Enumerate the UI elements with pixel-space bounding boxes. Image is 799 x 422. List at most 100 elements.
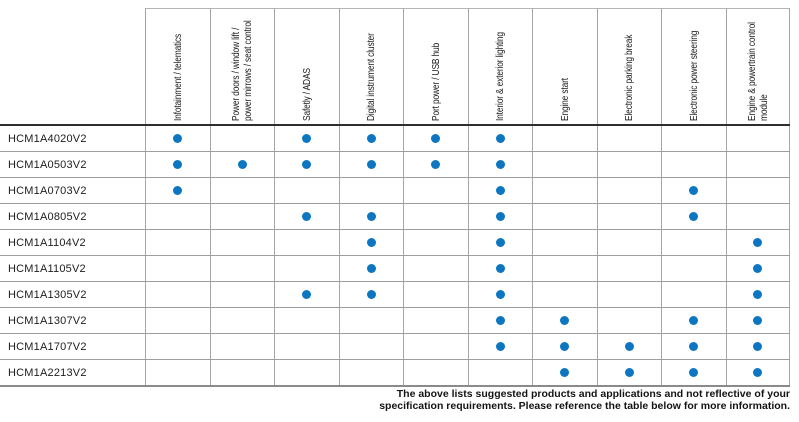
matrix-cell	[725, 308, 790, 333]
application-dot	[173, 186, 183, 195]
matrix-cell	[403, 360, 468, 385]
matrix-cell	[725, 360, 790, 385]
matrix-cell	[532, 334, 597, 359]
application-dot	[366, 212, 376, 221]
table-row: HCM1A1307V2	[0, 308, 790, 334]
column-header-label: Port power / USB hub	[429, 42, 442, 121]
matrix-cell	[467, 334, 533, 359]
matrix-cell	[467, 308, 533, 333]
matrix-cell	[403, 152, 468, 177]
matrix-cell	[532, 282, 597, 307]
matrix-body: HCM1A4020V2 HCM1A0503V2 HCM1A0703V2 HCM1A08…	[0, 126, 790, 387]
application-dot	[495, 264, 505, 273]
column-header-label: Power doors / window lift / power mirrow…	[230, 20, 255, 121]
column-header-label: Interior & exterior lighting	[494, 32, 507, 121]
application-dot	[173, 134, 183, 143]
application-dot	[431, 134, 441, 143]
table-row: HCM1A0703V2	[0, 178, 790, 204]
column-header: Electronic parking break	[596, 8, 661, 124]
application-dot	[366, 264, 376, 273]
matrix-cell	[532, 126, 597, 151]
part-number-label: HCM1A1104V2	[8, 236, 86, 249]
matrix-cell	[725, 256, 790, 281]
matrix-cell	[403, 282, 468, 307]
application-dot	[495, 342, 505, 351]
matrix-cell	[725, 178, 790, 203]
matrix-cell	[145, 256, 210, 281]
application-dot	[753, 290, 763, 299]
matrix-cell	[338, 308, 404, 333]
matrix-cell	[467, 126, 533, 151]
column-header: Electronic power steering	[661, 8, 726, 124]
matrix-cell	[725, 152, 790, 177]
application-dot	[753, 238, 763, 247]
part-number-label: HCM1A0805V2	[8, 210, 87, 223]
application-dot	[495, 160, 505, 169]
matrix-cell	[209, 308, 275, 333]
matrix-cell	[209, 178, 275, 203]
matrix-cell	[145, 282, 210, 307]
column-header: Engine start	[532, 8, 597, 124]
application-dot	[689, 212, 699, 221]
application-dot	[753, 264, 763, 273]
application-dot	[689, 342, 699, 351]
application-dot	[560, 368, 570, 377]
part-number-label: HCM1A1105V2	[8, 262, 86, 275]
matrix-cell	[532, 230, 597, 255]
matrix-cell	[209, 334, 275, 359]
matrix-cell	[145, 230, 210, 255]
matrix-cell	[209, 256, 275, 281]
matrix-cell	[209, 230, 275, 255]
column-header-label: Digital instrument cluster	[365, 33, 378, 121]
part-number-label: HCM1A2213V2	[8, 366, 87, 379]
matrix-cell	[274, 152, 339, 177]
matrix-cell	[145, 126, 210, 151]
matrix-cell	[467, 360, 533, 385]
table-row: HCM1A0503V2	[0, 152, 790, 178]
matrix-cell	[661, 282, 726, 307]
matrix-cell	[661, 360, 726, 385]
application-dot	[753, 342, 763, 351]
matrix-cell	[274, 256, 339, 281]
matrix-cell	[145, 204, 210, 229]
matrix-cell	[338, 204, 404, 229]
matrix-cell	[338, 282, 404, 307]
matrix-cell	[145, 308, 210, 333]
application-dot	[560, 342, 570, 351]
column-header-label: Electronic parking break	[623, 34, 636, 121]
header-spacer	[0, 8, 145, 124]
matrix-cell	[532, 152, 597, 177]
matrix-cell	[338, 178, 404, 203]
matrix-cell	[725, 282, 790, 307]
application-dot	[624, 342, 634, 351]
matrix-cell	[596, 308, 662, 333]
table-row: HCM1A2213V2	[0, 360, 790, 387]
matrix-cell	[145, 360, 210, 385]
matrix-cell	[661, 152, 726, 177]
matrix-cell	[532, 360, 597, 385]
matrix-cell	[274, 230, 339, 255]
application-dot	[302, 134, 312, 143]
part-number-label: HCM1A1707V2	[8, 340, 87, 353]
application-dot	[366, 238, 376, 247]
application-dot	[366, 160, 376, 169]
matrix-cell	[725, 126, 790, 151]
matrix-cell	[725, 204, 790, 229]
matrix-cell	[596, 126, 662, 151]
table-row: HCM1A1305V2	[0, 282, 790, 308]
application-dot	[753, 316, 763, 325]
matrix-cell	[596, 230, 662, 255]
applications-matrix: Infotainment / telematics Power doors / w…	[0, 8, 790, 412]
matrix-cell	[467, 282, 533, 307]
matrix-cell	[338, 334, 404, 359]
column-header-label: Engine start	[558, 78, 571, 121]
matrix-cell	[274, 204, 339, 229]
column-header: Interior & exterior lighting	[467, 8, 532, 124]
table-row: HCM1A4020V2	[0, 126, 790, 152]
table-row: HCM1A1707V2	[0, 334, 790, 360]
part-number-label: HCM1A4020V2	[8, 132, 87, 145]
application-dot	[495, 238, 505, 247]
matrix-cell	[661, 308, 726, 333]
matrix-cell	[661, 178, 726, 203]
application-dot	[237, 160, 247, 169]
